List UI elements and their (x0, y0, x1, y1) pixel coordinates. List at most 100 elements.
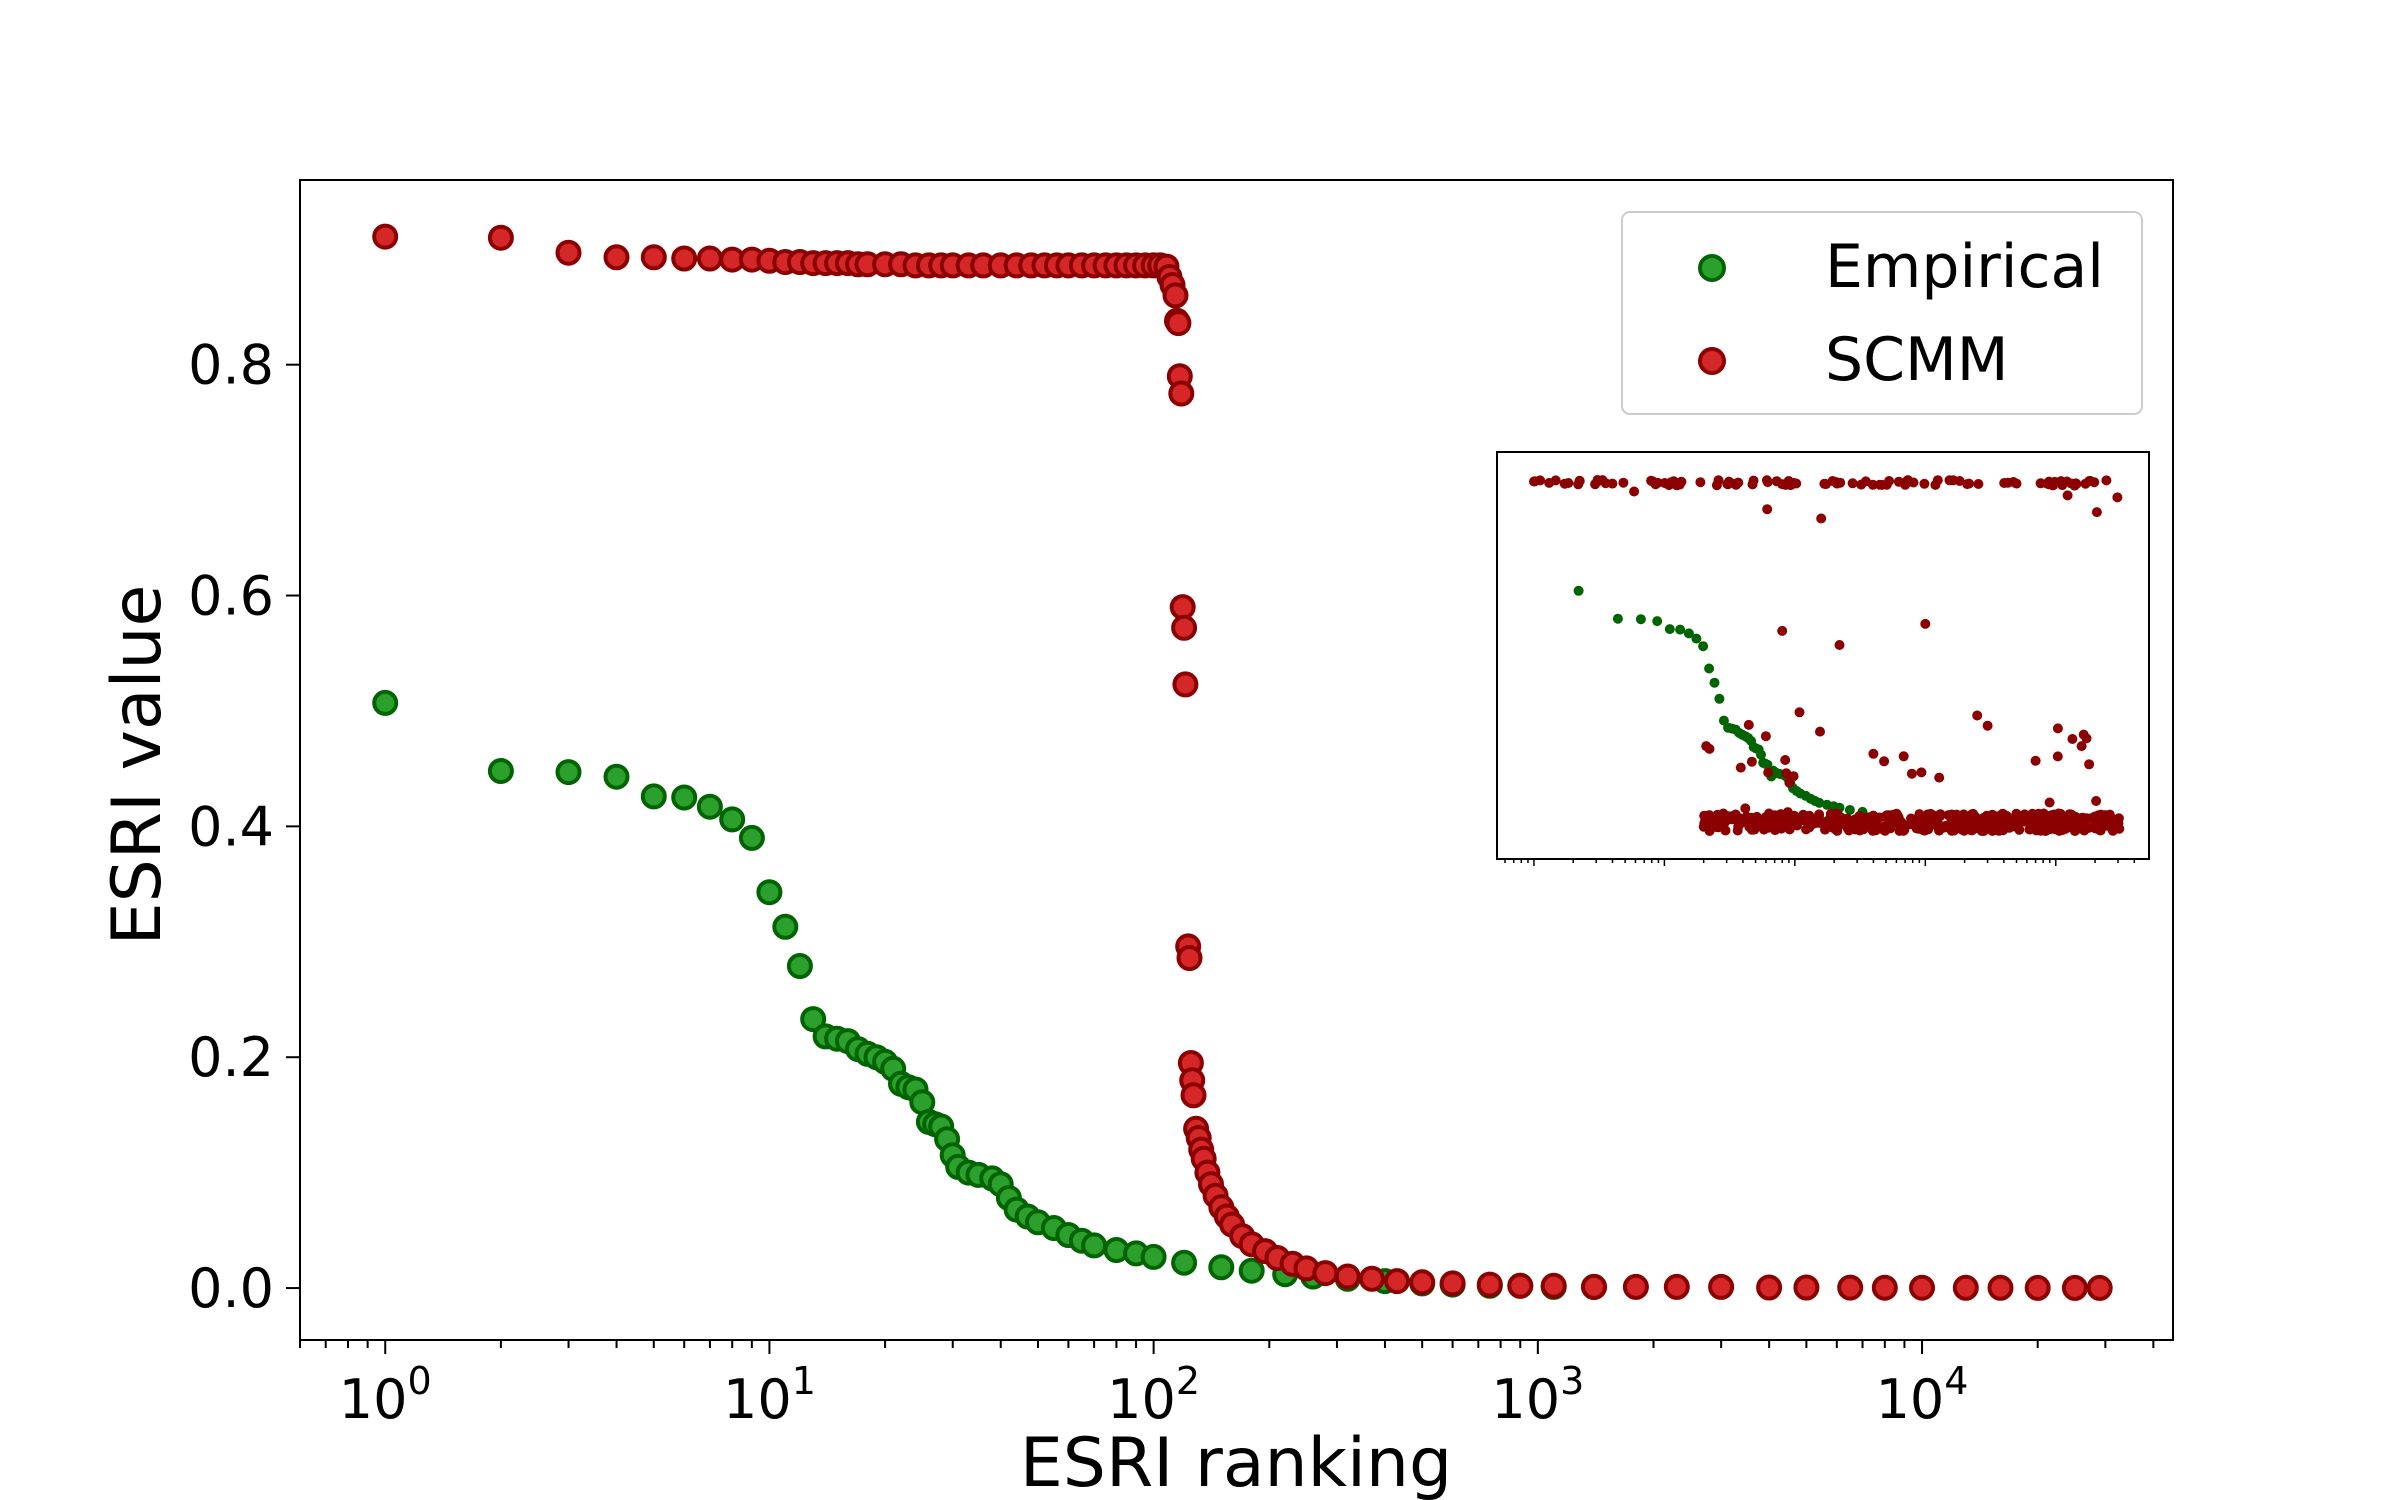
inset-point-scmm-bottom (1971, 823, 1982, 834)
point-scmm-78 (1439, 1270, 1466, 1297)
inset-point-scmm-bottom (1852, 821, 1863, 832)
inset-point-scmm-top (1884, 476, 1895, 486)
inset-point-scmm-outlier-0 (1777, 625, 1788, 636)
inset-point-scmm-bottom (2002, 820, 2013, 831)
inset-point-scmm-top (2056, 476, 2066, 487)
inset-point-scmm-bottom (1729, 810, 1740, 821)
inset-point-scmm-top (1771, 476, 1782, 487)
inset-point-scmm-top (1671, 480, 1682, 491)
inset-point-scmm-bottom (1763, 767, 1774, 778)
point-empirical-1 (487, 758, 514, 784)
inset-point-scmm-top (1559, 478, 1570, 489)
legend-marker-empirical (1698, 254, 1726, 282)
inset-point-scmm-bottom (2056, 824, 2067, 835)
x-tick-label-3: 103 (1491, 1359, 1584, 1431)
inset-point-scmm-bottom (1939, 822, 1949, 833)
inset-point-scmm-bottom (1949, 825, 1960, 836)
inset-point-scmm-top (1819, 478, 1830, 489)
point-empirical-48 (1238, 1257, 1265, 1284)
point-scmm-81 (1540, 1272, 1567, 1299)
point-scmm-95 (2086, 1274, 2113, 1301)
inset-point-empirical-24 (1756, 749, 1766, 760)
y-tick-label-1: 0.2 (188, 1026, 274, 1089)
inset-point-scmm-bottom (1958, 814, 1969, 825)
inset-point-scmm-bottom (2067, 734, 2078, 744)
inset-point-scmm-top (1762, 504, 1773, 515)
point-scmm-92 (1987, 1274, 2014, 1301)
x-tick-label-4: 104 (1876, 1359, 1969, 1431)
inset-point-scmm-bottom (1981, 813, 1992, 824)
inset-point-scmm-top (1954, 476, 1965, 486)
legend-label-empirical: Empirical (1825, 232, 2104, 302)
point-scmm-85 (1708, 1273, 1735, 1300)
point-scmm-53 (1176, 945, 1203, 971)
inset-point-scmm-bottom (1735, 762, 1746, 773)
inset-point-scmm-bottom (1966, 812, 1977, 823)
legend-marker-scmm (1698, 347, 1726, 375)
inset-point-scmm-outlier-1 (1834, 640, 1845, 650)
point-scmm-86 (1756, 1274, 1783, 1301)
inset-point-scmm-bottom (2049, 809, 2060, 820)
inset-point-scmm-top (1723, 479, 1733, 490)
inset-point-scmm-top (2091, 507, 2102, 518)
point-scmm-91 (1952, 1274, 1979, 1301)
x-tick-label-1: 101 (723, 1359, 816, 1431)
inset-point-scmm-top (1590, 479, 1601, 490)
inset-point-scmm-top (1573, 479, 1584, 490)
inset-point-empirical-3 (1652, 616, 1663, 627)
point-scmm-88 (1837, 1274, 1864, 1301)
inset-point-scmm-bottom (1998, 813, 2009, 824)
inset-point-scmm-top (2062, 490, 2073, 501)
y-tick-label-3: 0.6 (188, 565, 274, 628)
inset-plot (1496, 451, 2150, 866)
inset-point-scmm-bottom (1842, 813, 1853, 824)
inset-point-empirical-7 (1691, 633, 1702, 644)
point-scmm-56 (1180, 1082, 1207, 1109)
inset-point-scmm-top (1597, 475, 1608, 486)
inset-point-scmm-bottom (1801, 824, 1812, 835)
point-scmm-50 (1171, 614, 1198, 641)
point-empirical-42 (1081, 1232, 1108, 1259)
point-scmm-6 (696, 245, 723, 272)
point-scmm-44 (1162, 282, 1189, 309)
inset-point-scmm-bottom (1894, 825, 1905, 836)
inset-point-scmm-bottom (1704, 743, 1715, 754)
inset-point-scmm-outlier-3 (1760, 731, 1771, 742)
inset-point-scmm-top (2112, 492, 2123, 503)
point-scmm-75 (1358, 1265, 1385, 1292)
inset-point-scmm-bottom (1740, 803, 1751, 814)
inset-point-scmm-bottom (1935, 809, 1946, 820)
y-tick-label-0: 0.0 (188, 1257, 274, 1320)
point-empirical-45 (1140, 1243, 1167, 1270)
inset-point-scmm-bottom (1743, 719, 1754, 730)
inset-point-scmm-outlier-7 (2084, 759, 2095, 770)
inset-point-scmm-top (1748, 475, 1759, 486)
inset-point-empirical-9 (1704, 663, 1715, 674)
inset-point-empirical-2 (1635, 614, 1646, 625)
inset-point-scmm-outlier-6 (1868, 748, 1879, 759)
x-tick-label-2: 102 (1107, 1359, 1200, 1431)
inset-point-scmm-bottom (1733, 821, 1744, 832)
x-axis-label: ESRI ranking (1020, 1424, 1452, 1500)
point-empirical-2 (555, 759, 582, 786)
point-empirical-12 (800, 1006, 827, 1033)
point-scmm-80 (1507, 1272, 1534, 1299)
inset-point-scmm-top (1816, 513, 1827, 524)
point-scmm-1 (487, 224, 514, 251)
point-scmm-51 (1172, 671, 1199, 698)
point-scmm-94 (2061, 1274, 2088, 1301)
inset-point-empirical-0 (1573, 585, 1584, 596)
inset-point-scmm-top (1650, 479, 1661, 490)
point-scmm-49 (1169, 594, 1196, 621)
inset-point-empirical-11 (1714, 693, 1725, 704)
inset-point-scmm-bottom (1784, 777, 1795, 788)
x-axis: 100 101 102 103 104 (299, 1340, 2155, 1431)
inset-point-scmm-bottom (2017, 812, 2028, 823)
point-scmm-74 (1334, 1263, 1361, 1290)
inset-point-scmm-top (1919, 478, 1930, 489)
inset-point-scmm-bottom (2077, 812, 2088, 823)
inset-point-scmm-bottom (1825, 812, 1836, 823)
point-empirical-4 (640, 783, 667, 810)
inset-point-scmm-bottom (2076, 741, 2087, 752)
